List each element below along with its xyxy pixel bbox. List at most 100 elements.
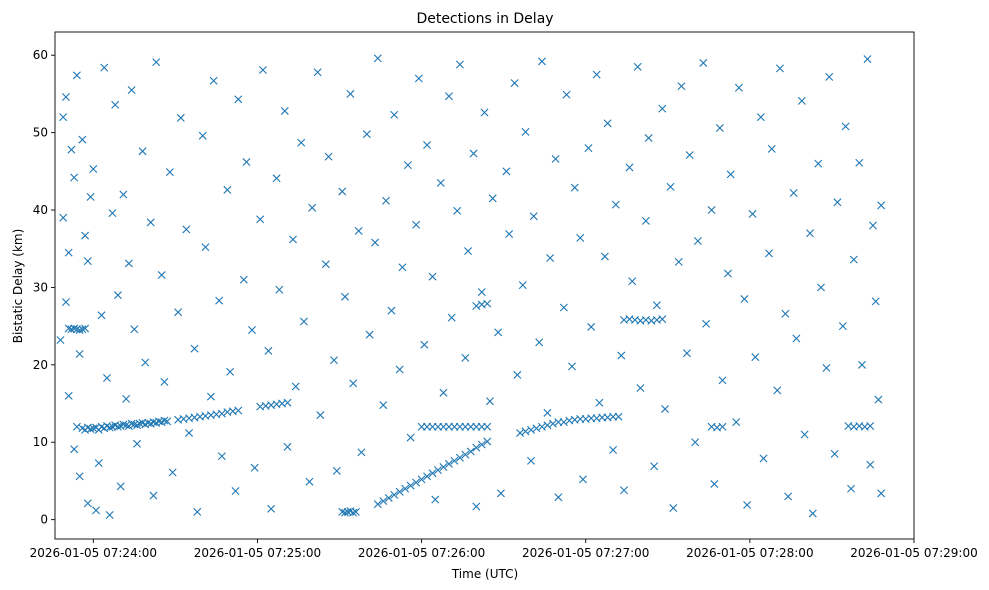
data-point-278 bbox=[576, 233, 585, 242]
data-point-155 bbox=[92, 506, 101, 515]
data-point-341 bbox=[833, 198, 842, 207]
data-point-247 bbox=[447, 313, 456, 322]
data-point-260 bbox=[502, 167, 511, 176]
data-point-202 bbox=[264, 346, 273, 355]
data-point-347 bbox=[858, 360, 867, 369]
data-point-71 bbox=[412, 478, 421, 487]
data-point-336 bbox=[814, 159, 823, 168]
data-point-267 bbox=[529, 212, 538, 221]
data-point-149 bbox=[78, 135, 87, 144]
data-point-351 bbox=[871, 297, 880, 306]
data-point-233 bbox=[390, 110, 399, 119]
data-point-166 bbox=[122, 394, 131, 403]
data-point-295 bbox=[644, 134, 653, 143]
data-point-186 bbox=[198, 131, 207, 140]
y-tick-label-4: 40 bbox=[33, 203, 48, 217]
data-point-232 bbox=[387, 306, 396, 315]
data-point-353 bbox=[877, 201, 886, 210]
data-point-234 bbox=[395, 365, 404, 374]
data-point-2 bbox=[70, 324, 79, 333]
points-layer bbox=[56, 54, 886, 519]
data-point-6 bbox=[81, 324, 90, 333]
data-point-84 bbox=[483, 437, 492, 446]
data-point-226 bbox=[362, 130, 371, 139]
data-point-66 bbox=[384, 493, 393, 502]
data-point-18 bbox=[105, 423, 114, 432]
data-point-243 bbox=[431, 495, 440, 504]
data-point-262 bbox=[510, 79, 519, 88]
data-point-264 bbox=[518, 281, 527, 290]
y-tick-label-6: 60 bbox=[33, 48, 48, 62]
data-point-244 bbox=[436, 178, 445, 187]
data-point-326 bbox=[773, 386, 782, 395]
data-point-248 bbox=[453, 206, 462, 215]
data-point-287 bbox=[611, 200, 620, 209]
data-point-320 bbox=[748, 209, 757, 218]
data-point-39 bbox=[163, 417, 172, 426]
data-point-109 bbox=[559, 418, 568, 427]
data-point-310 bbox=[707, 206, 716, 215]
data-point-62 bbox=[349, 508, 358, 517]
data-point-145 bbox=[70, 173, 79, 182]
data-point-68 bbox=[395, 487, 404, 496]
data-point-76 bbox=[439, 463, 448, 472]
data-point-69 bbox=[401, 484, 410, 493]
data-point-325 bbox=[767, 144, 776, 153]
data-point-171 bbox=[138, 147, 147, 156]
data-point-105 bbox=[537, 422, 546, 431]
data-point-241 bbox=[423, 141, 432, 149]
data-point-139 bbox=[61, 298, 70, 307]
data-point-321 bbox=[751, 353, 760, 362]
data-point-5 bbox=[78, 325, 87, 334]
data-point-204 bbox=[272, 174, 281, 183]
data-point-152 bbox=[83, 257, 92, 266]
data-point-174 bbox=[149, 491, 158, 500]
data-point-102 bbox=[521, 427, 530, 436]
data-point-273 bbox=[554, 493, 563, 502]
data-point-343 bbox=[841, 122, 850, 131]
data-point-297 bbox=[652, 301, 661, 310]
data-point-223 bbox=[349, 379, 358, 388]
data-point-277 bbox=[570, 183, 579, 192]
data-point-81 bbox=[466, 447, 475, 456]
data-point-179 bbox=[168, 468, 177, 477]
data-point-153 bbox=[86, 192, 95, 201]
data-point-144 bbox=[70, 445, 79, 454]
data-point-346 bbox=[855, 158, 864, 167]
data-point-141 bbox=[64, 391, 73, 400]
data-point-195 bbox=[234, 95, 243, 104]
y-axis: 0 10 20 30 40 50 60 bbox=[33, 48, 55, 527]
data-point-309 bbox=[702, 319, 711, 328]
data-point-327 bbox=[775, 64, 784, 73]
data-point-324 bbox=[765, 249, 773, 258]
data-point-231 bbox=[382, 196, 391, 205]
data-point-272 bbox=[551, 154, 560, 163]
data-point-300 bbox=[666, 182, 675, 191]
data-point-305 bbox=[685, 151, 694, 160]
data-point-142 bbox=[64, 248, 73, 257]
data-point-194 bbox=[231, 487, 240, 495]
data-point-196 bbox=[239, 275, 248, 284]
data-point-103 bbox=[527, 425, 535, 434]
data-point-160 bbox=[105, 511, 114, 519]
data-point-65 bbox=[379, 497, 388, 506]
data-point-350 bbox=[868, 221, 877, 230]
data-point-294 bbox=[641, 216, 650, 225]
data-point-26 bbox=[127, 419, 136, 428]
data-point-225 bbox=[357, 448, 366, 457]
data-point-344 bbox=[847, 484, 856, 493]
data-point-328 bbox=[781, 309, 790, 318]
data-point-147 bbox=[75, 472, 84, 481]
data-point-290 bbox=[625, 163, 634, 172]
data-point-313 bbox=[718, 376, 727, 385]
data-point-177 bbox=[160, 377, 169, 386]
data-point-57 bbox=[283, 398, 292, 407]
data-point-291 bbox=[628, 277, 637, 286]
data-point-296 bbox=[650, 462, 659, 471]
data-point-140 bbox=[61, 93, 70, 102]
data-point-337 bbox=[816, 283, 825, 292]
data-point-207 bbox=[283, 442, 292, 451]
data-point-282 bbox=[592, 70, 601, 79]
